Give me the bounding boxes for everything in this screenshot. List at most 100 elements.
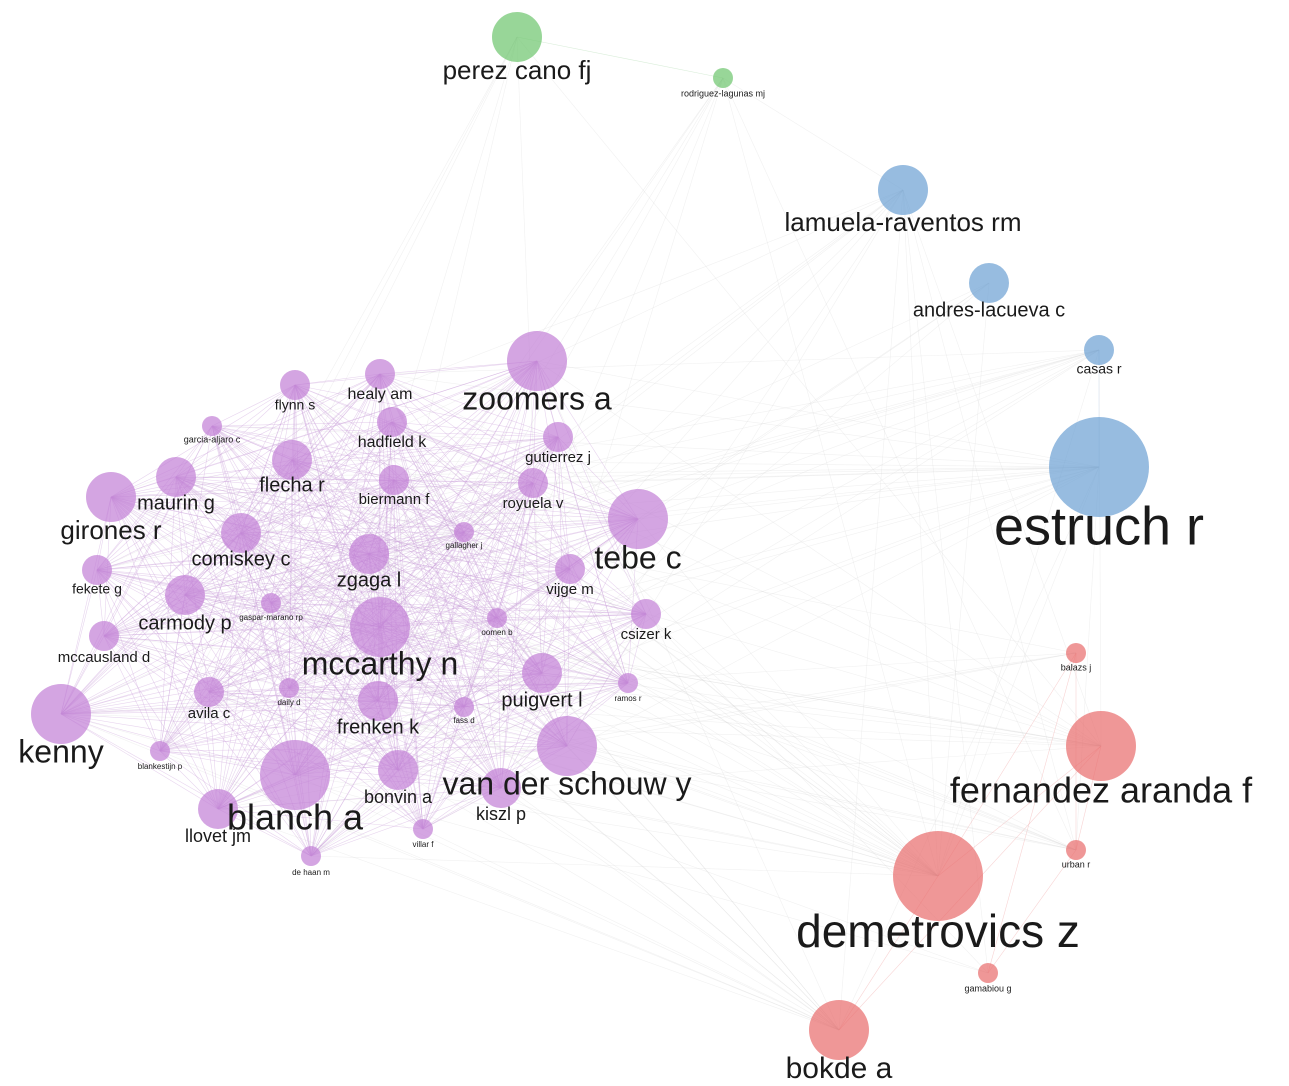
edge — [103, 635, 290, 689]
edge — [175, 384, 296, 478]
edge — [422, 682, 629, 830]
edge — [310, 672, 543, 857]
edge — [240, 532, 379, 702]
edge — [368, 482, 534, 555]
edge — [217, 687, 290, 810]
edge — [294, 652, 1077, 776]
edge — [536, 360, 1102, 747]
edge — [159, 36, 518, 752]
edge — [391, 421, 543, 674]
edge — [184, 594, 290, 689]
node-label: blanch a — [227, 797, 364, 838]
edge — [240, 532, 502, 789]
edge — [379, 373, 1100, 468]
edge — [103, 635, 424, 830]
edge — [288, 518, 639, 689]
edge — [838, 189, 904, 1031]
edge — [294, 373, 381, 776]
edge — [1075, 466, 1100, 851]
edge — [379, 373, 559, 438]
edge — [838, 466, 1100, 1031]
edge — [557, 436, 568, 747]
edge — [393, 360, 538, 481]
edge — [377, 672, 543, 702]
edge — [208, 691, 312, 857]
edge — [60, 476, 177, 715]
node-label: de haan m — [292, 868, 330, 877]
edge — [288, 687, 399, 771]
edge — [110, 496, 379, 702]
edge — [637, 466, 1100, 520]
edge — [377, 700, 568, 747]
edge — [368, 553, 939, 877]
node — [280, 370, 310, 400]
edge — [175, 476, 296, 776]
edge — [393, 466, 1100, 481]
node-label: mccausland d — [58, 649, 151, 666]
edge — [397, 360, 538, 771]
edge — [937, 466, 1100, 877]
edge — [110, 479, 395, 498]
edge — [310, 189, 904, 857]
edge — [368, 553, 647, 615]
edge — [463, 518, 639, 708]
edge — [368, 360, 538, 555]
edge — [288, 482, 534, 689]
node — [893, 831, 983, 921]
edge — [937, 282, 990, 877]
edge — [175, 476, 840, 1031]
node-label: daily d — [277, 698, 300, 707]
edge — [294, 672, 543, 776]
edge — [60, 421, 393, 715]
edge — [270, 602, 424, 830]
node-label: girones r — [60, 515, 161, 545]
edge — [211, 425, 639, 520]
edge — [310, 745, 568, 857]
edge — [208, 518, 639, 693]
edge — [211, 384, 296, 427]
edge — [96, 373, 381, 571]
edge — [288, 436, 559, 689]
node — [518, 468, 548, 498]
edge — [103, 349, 1100, 637]
node-label: urban r — [1062, 859, 1091, 869]
edge — [722, 77, 1077, 851]
node — [713, 68, 733, 88]
node-label: vijge m — [546, 581, 594, 598]
edge — [270, 436, 559, 604]
edge — [175, 476, 465, 533]
edge — [536, 360, 647, 615]
edge — [208, 691, 1077, 851]
edge — [110, 496, 465, 533]
node-label: llovet jm — [185, 826, 251, 846]
edge — [294, 384, 502, 789]
node-label: andres-lacueva c — [913, 299, 1065, 321]
node-label: garcia-aljaro c — [184, 434, 241, 444]
edge — [270, 602, 568, 747]
edge — [391, 421, 939, 877]
edge — [391, 421, 647, 615]
edge — [379, 373, 424, 830]
edge — [496, 482, 534, 619]
edge — [496, 436, 559, 619]
edge — [391, 421, 534, 484]
edge — [217, 373, 381, 810]
node-label: puigvert l — [501, 689, 582, 711]
edge — [96, 569, 379, 702]
edge — [240, 532, 498, 619]
edge — [379, 349, 1100, 375]
edge — [722, 77, 939, 877]
edge — [379, 373, 1102, 747]
edge — [103, 602, 272, 637]
edge — [393, 479, 465, 708]
edge — [637, 518, 939, 877]
node — [165, 575, 205, 615]
edge — [103, 635, 219, 810]
edge — [310, 769, 399, 857]
edge — [103, 635, 939, 877]
edge — [103, 635, 543, 674]
node — [86, 472, 136, 522]
edge — [391, 421, 639, 520]
edge — [397, 769, 840, 1031]
edge — [110, 496, 639, 520]
